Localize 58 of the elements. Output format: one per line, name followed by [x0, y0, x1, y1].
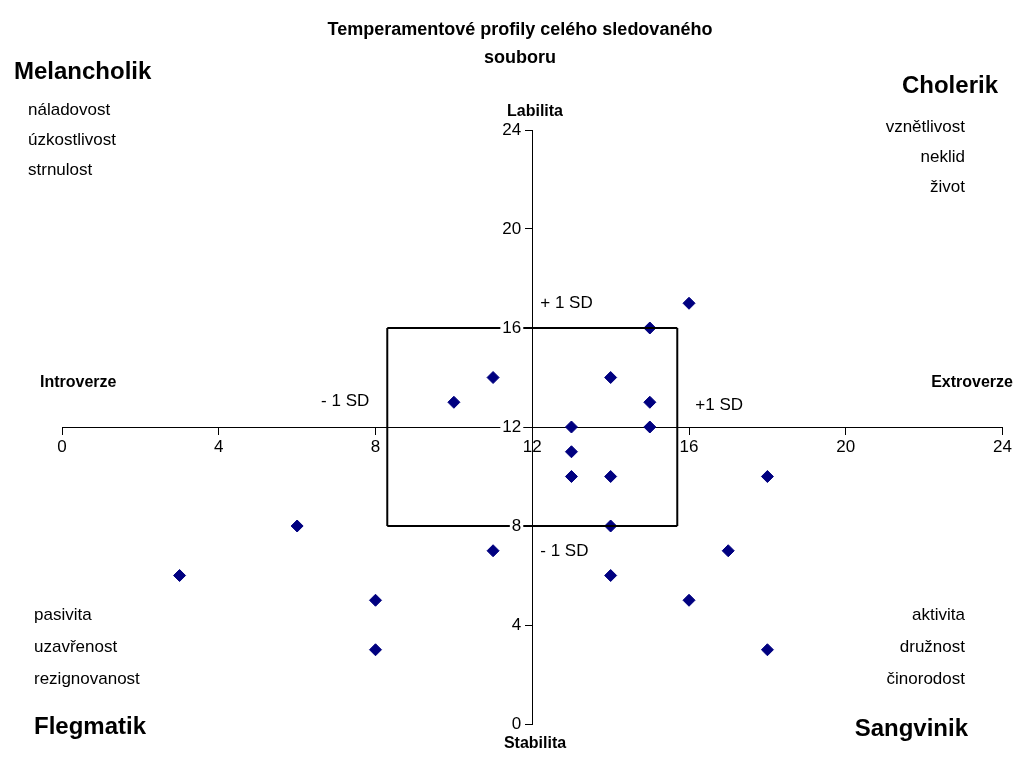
point — [721, 544, 735, 558]
annotation: pasivita — [34, 604, 93, 624]
annotation: vznětlivost — [885, 116, 966, 136]
annotation: strnulost — [28, 159, 93, 179]
point — [173, 569, 187, 582]
text: náladovost — [28, 99, 111, 119]
point — [369, 643, 383, 657]
point — [682, 593, 696, 607]
y-tick-label: 24 — [502, 119, 522, 139]
ref-line-label: + 1 SD — [540, 292, 593, 312]
point — [290, 519, 304, 533]
text: Stabilita — [503, 734, 567, 752]
annotation: život — [930, 176, 966, 196]
point — [486, 544, 500, 558]
y-tick-label: 20 — [502, 218, 522, 238]
point — [643, 395, 657, 409]
y-tick-label: 4 — [511, 614, 522, 634]
annotation: Extroverze — [931, 373, 1014, 391]
x-tick-label: 8 — [370, 436, 381, 456]
annotation: Sangvinik — [854, 713, 969, 741]
annotation: úzkostlivost — [28, 129, 117, 149]
annotation: aktivita — [912, 604, 966, 624]
point — [760, 643, 774, 657]
x-tick-label: 0 — [57, 436, 67, 456]
point — [643, 420, 657, 434]
annotation: družnost — [899, 636, 966, 656]
point — [369, 593, 383, 607]
text: Melancholik — [14, 56, 153, 84]
annotation: Introverze — [40, 373, 117, 391]
annotation: rezignovanost — [34, 668, 141, 688]
x-tick-label: 16 — [679, 436, 699, 456]
annotation: uzavřenost — [34, 636, 118, 656]
point — [682, 296, 696, 310]
point — [447, 395, 461, 409]
point — [486, 371, 500, 384]
annotation: Flegmatik — [34, 711, 147, 739]
point — [564, 445, 578, 459]
y-tick-label: 0 — [511, 713, 522, 733]
ref-line-label: +1 SD — [695, 394, 744, 414]
point — [564, 470, 578, 483]
text: Cholerik — [901, 70, 999, 98]
ref-line-label: - 1 SD — [321, 390, 370, 410]
annotation: činorodost — [886, 668, 966, 688]
y-tick-label: 8 — [511, 515, 522, 535]
point — [604, 470, 618, 483]
point — [604, 569, 618, 582]
y-tick-label: 16 — [502, 317, 522, 337]
x-tick-label: 24 — [993, 436, 1013, 456]
annotation: neklid — [920, 146, 965, 166]
ref-line-label: - 1 SD — [540, 540, 589, 560]
x-tick-label: 4 — [214, 436, 224, 456]
y-tick-label: 12 — [502, 416, 522, 436]
x-tick-label: 20 — [836, 436, 856, 456]
text: Labilita — [506, 102, 564, 120]
point — [760, 470, 774, 483]
point — [604, 371, 618, 384]
chart-title: Temperamentové profily celého sledovaného souboru — [327, 18, 713, 67]
point — [564, 420, 578, 434]
